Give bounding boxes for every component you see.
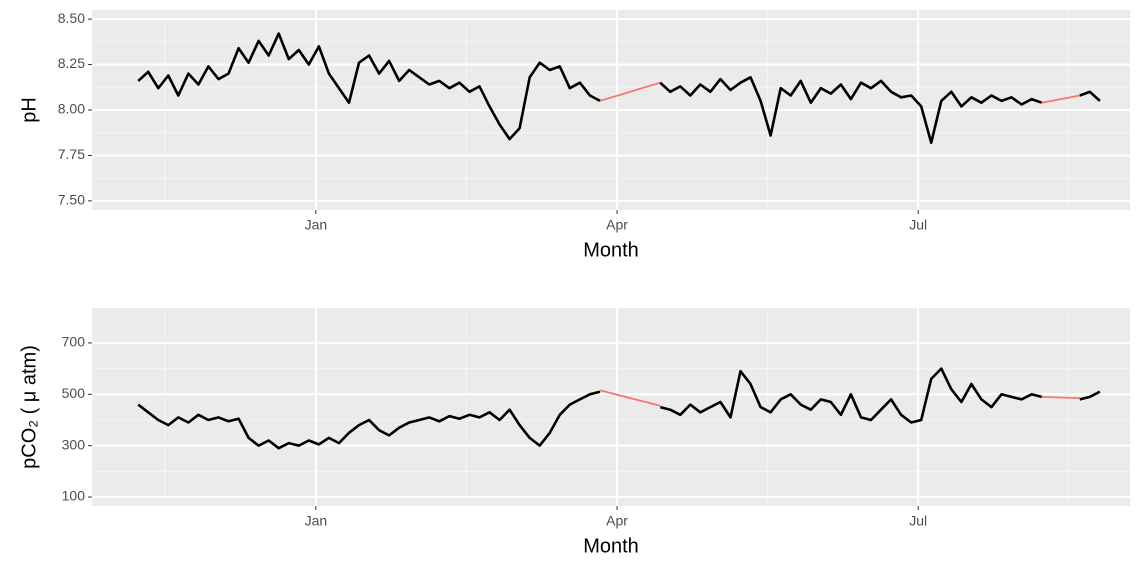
- y-tick-label: 8.25: [58, 55, 85, 71]
- data-line: [599, 389, 1080, 407]
- x-tick-label: Apr: [606, 513, 628, 529]
- panel-background: [92, 308, 1130, 506]
- x-tick-label: Jul: [909, 217, 927, 233]
- x-tick-label: Jul: [909, 513, 927, 529]
- y-tick-label: 7.50: [58, 192, 85, 208]
- y-tick-label: 7.75: [58, 146, 85, 162]
- y-tick-label: 8.50: [58, 10, 85, 26]
- y-axis-title: pH: [18, 97, 40, 123]
- data-line: [599, 81, 1080, 104]
- x-tick-label: Jan: [305, 513, 328, 529]
- y-tick-label: 300: [62, 436, 86, 452]
- data-line: [137, 367, 1101, 450]
- y-axis-title: pCO₂ ( μ atm): [18, 345, 40, 469]
- x-tick-label: Apr: [606, 217, 628, 233]
- y-tick-label: 700: [62, 334, 86, 350]
- y-tick-label: 500: [62, 385, 86, 401]
- x-tick-label: Jan: [305, 217, 328, 233]
- y-tick-label: 100: [62, 488, 86, 504]
- y-tick-label: 8.00: [58, 101, 85, 117]
- x-axis-title: Month: [583, 535, 639, 557]
- x-axis-title: Month: [583, 239, 639, 261]
- data-line: [137, 32, 1101, 144]
